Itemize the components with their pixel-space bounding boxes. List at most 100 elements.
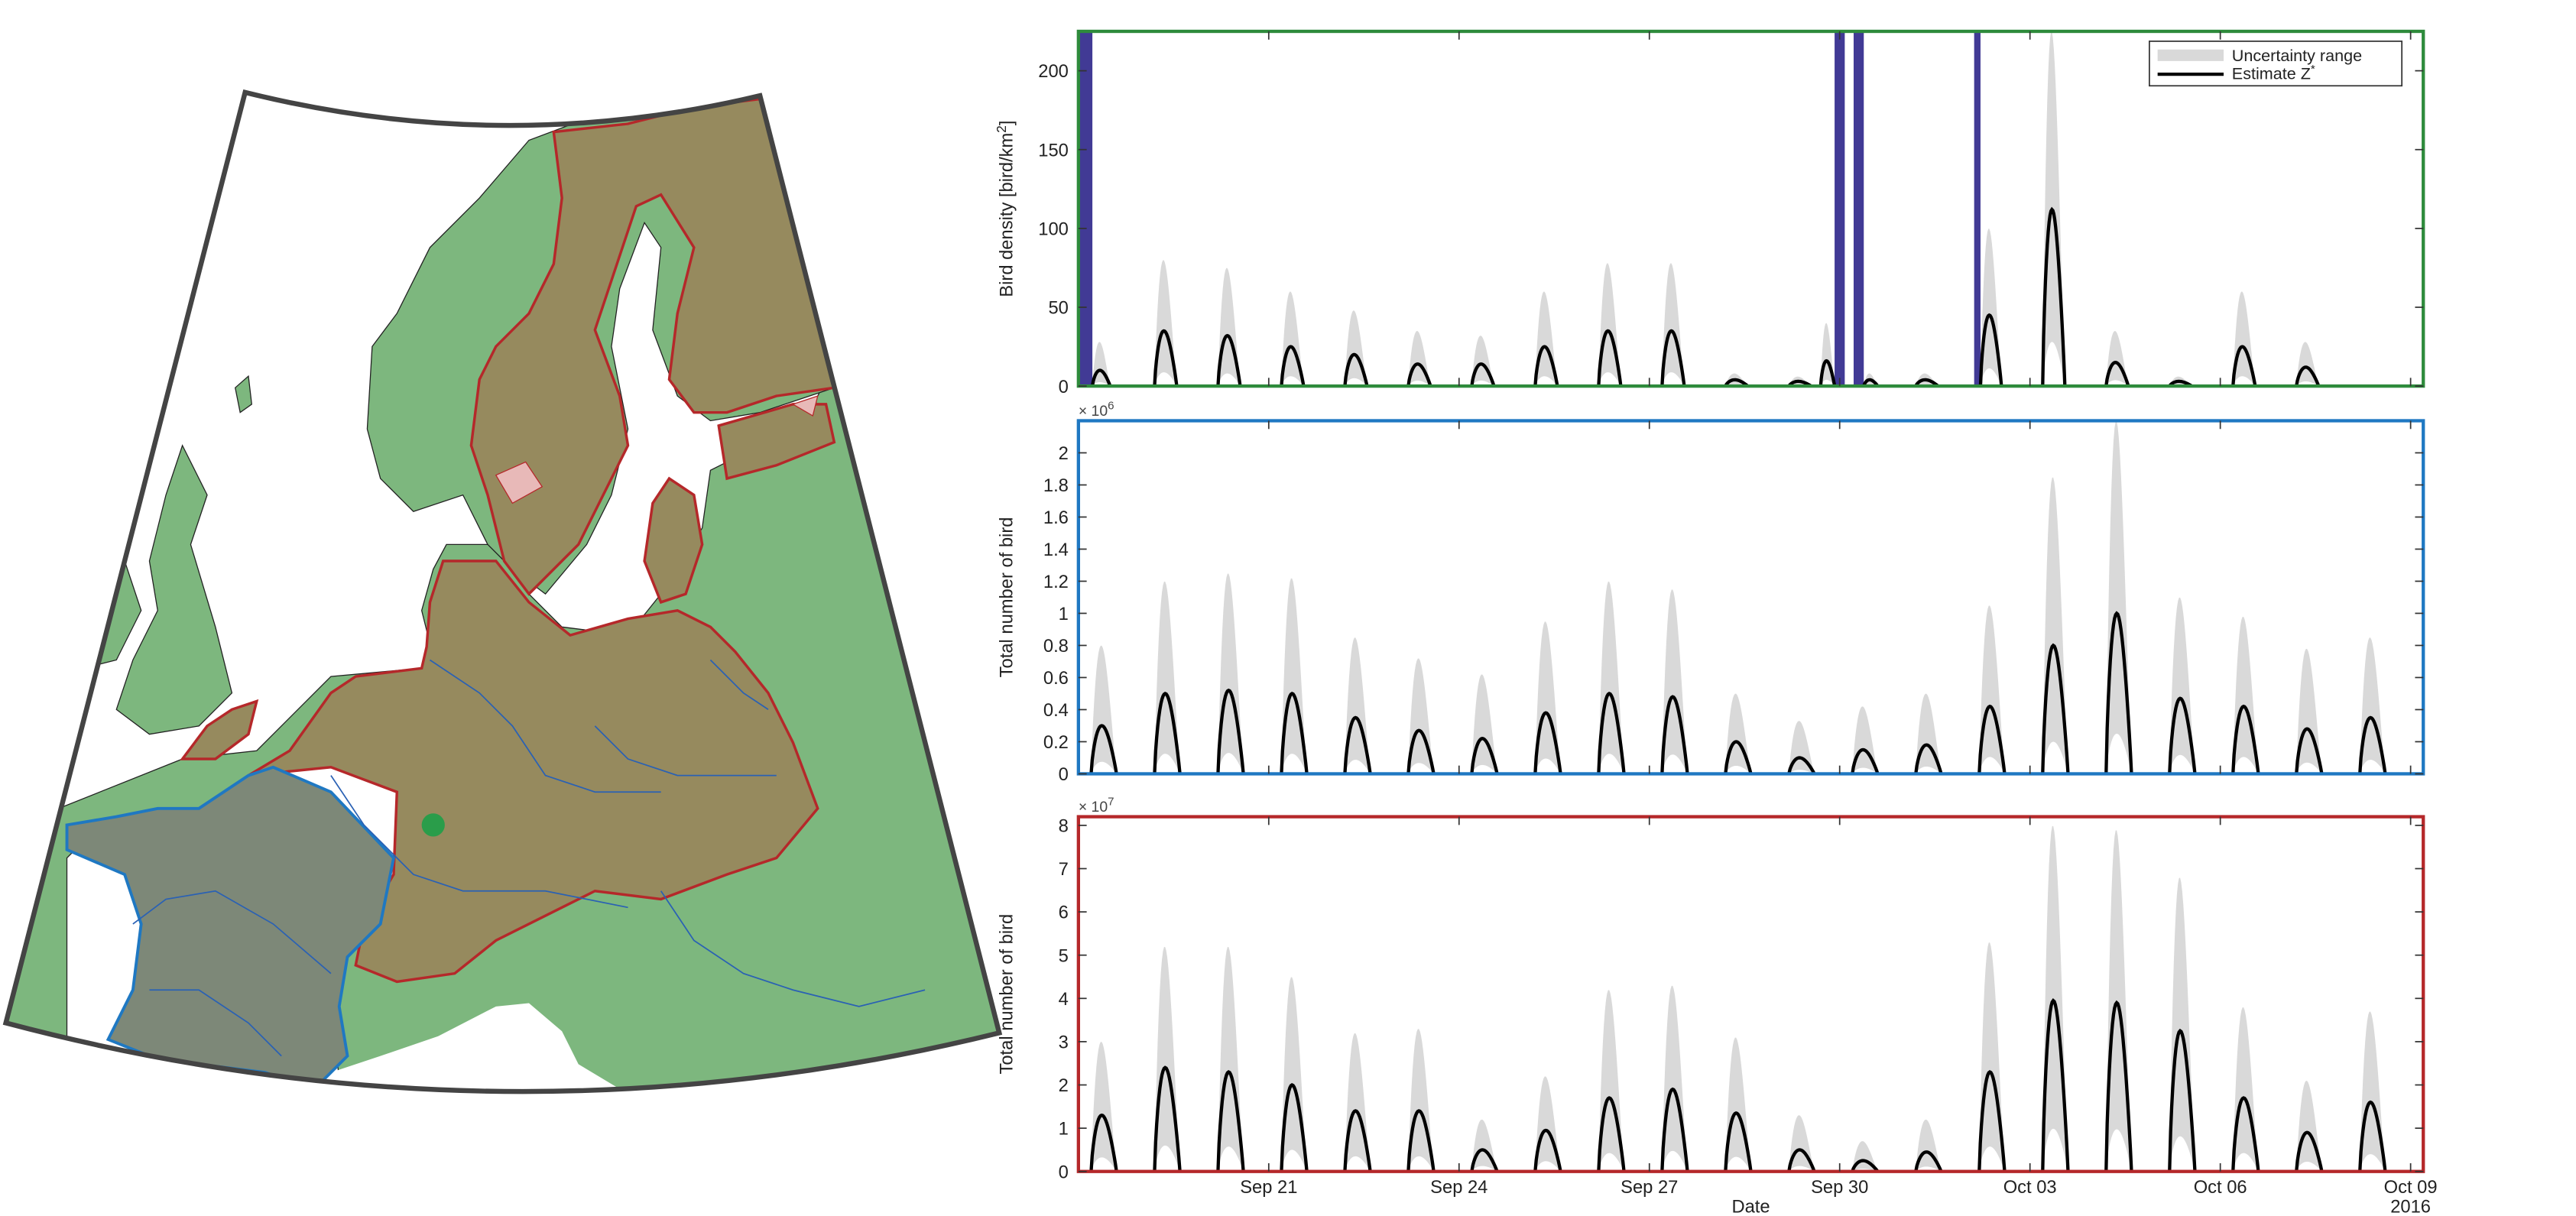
chart-panel-2: 0 0.2 0.4 0.6 0.8 1 1.2 1.4 1.6 1.8 2 × 106 Total nu…: [997, 399, 2425, 785]
estimate-line: [1978, 313, 2003, 387]
land-iceland-islet: [235, 375, 252, 413]
estimate-line: [1724, 378, 1749, 387]
estimate-line: [2358, 1100, 2387, 1172]
estimate-line: [1470, 1148, 1499, 1172]
radar-location-dot: [421, 813, 445, 837]
estimate-line: [1216, 688, 1245, 774]
estimate-line: [1787, 756, 1816, 775]
estimate-line: [1406, 1109, 1436, 1172]
lake-finland: [791, 395, 819, 417]
estimate-line: [1089, 1113, 1118, 1172]
y-tick-label: 100: [1038, 220, 1069, 240]
estimate-line: [1597, 692, 1626, 774]
estimate-line: [1724, 1111, 1753, 1172]
estimate-line: [2168, 696, 2197, 774]
estimate-line: [1660, 1087, 1689, 1172]
y-tick-label: 5: [1059, 946, 1069, 966]
x-year-label: 2016: [2390, 1198, 2431, 1216]
estimate-line: [2104, 1000, 2133, 1172]
missing-data-bar: [1974, 31, 1981, 387]
panel-frame: [1076, 29, 2425, 388]
panel-frame: [1076, 815, 2425, 1173]
y-tick-label: 8: [1059, 817, 1069, 837]
x-axis-label: Date: [1731, 1198, 1770, 1216]
estimate-line: [1090, 368, 1112, 387]
y-tick-label: 0.6: [1043, 669, 1069, 689]
estimate-line: [1914, 1150, 1943, 1172]
study-domain-baltic-coast: [643, 476, 704, 605]
y-tick-label: 1: [1059, 1120, 1069, 1140]
estimate-line: [1660, 695, 1689, 774]
y-tick-label: 1.8: [1043, 476, 1069, 496]
estimate-line: [1470, 737, 1499, 774]
study-domain-scandinavia: [469, 97, 836, 596]
x-tick-label: Sep 30: [1811, 1178, 1868, 1198]
estimate-line: [1216, 333, 1242, 387]
land-britain: [115, 444, 233, 735]
y-tick-label: 50: [1048, 299, 1068, 319]
y-tick-label: 7: [1059, 860, 1069, 880]
estimate-line: [1533, 711, 1562, 774]
estimate-line: [2041, 643, 2070, 774]
estimate-line: [1851, 1159, 1880, 1173]
panel-frame: [1076, 419, 2425, 776]
study-domain-uk: [180, 699, 259, 760]
estimate-line: [2295, 365, 2321, 387]
x-tick-label: Oct 03: [2003, 1178, 2057, 1198]
y-axis-label: Total number of bird: [997, 914, 1017, 1075]
estimate-line: [1818, 358, 1837, 387]
y-tick-label: 150: [1038, 141, 1069, 161]
estimate-line: [1153, 692, 1182, 774]
x-tick-label: Sep 24: [1430, 1178, 1488, 1198]
estimate-line: [2231, 345, 2257, 387]
chart-panel-1: 0 50 100 150 200 Bird density [bird/km2] Uncer…: [994, 29, 2425, 397]
y-tick-label: 0: [1059, 1162, 1069, 1182]
estimate-line: [1914, 743, 1943, 775]
estimate-line: [1597, 1096, 1626, 1172]
estimate-line: [1343, 352, 1369, 387]
estimate-line: [1153, 329, 1179, 387]
x-tick-label: Oct 09: [2384, 1178, 2438, 1198]
estimate-line: [1280, 1083, 1309, 1172]
y-tick-label: 1.6: [1043, 508, 1069, 528]
estimate-line: [1862, 378, 1880, 387]
estimate-line: [1533, 345, 1559, 387]
legend-swatch-uncertainty: [2157, 49, 2224, 61]
estimate-line: [2168, 379, 2193, 387]
y-axis-label: Bird density [bird/km2]: [994, 120, 1017, 297]
estimate-line: [1343, 715, 1372, 774]
estimate-line: [1406, 362, 1432, 387]
estimate-line: [2168, 1028, 2197, 1172]
estimate-line: [2231, 704, 2260, 774]
x-tick-label: Sep 21: [1240, 1178, 1297, 1198]
map-panel: [2, 89, 1003, 1094]
estimate-line: [1851, 747, 1880, 775]
estimate-line: [2041, 206, 2067, 387]
y-exponent-label: × 106: [1079, 399, 1114, 420]
y-tick-label: 0.2: [1043, 733, 1069, 753]
missing-data-bar: [1835, 31, 1845, 387]
france-region: [65, 765, 396, 1091]
y-tick-label: 3: [1059, 1033, 1069, 1053]
estimate-line: [2231, 1096, 2260, 1172]
estimate-line: [2295, 1130, 2324, 1172]
y-tick-label: 1.2: [1043, 572, 1069, 592]
estimate-line: [1787, 379, 1812, 387]
estimate-line: [1343, 1109, 1372, 1172]
y-tick-label: 200: [1038, 62, 1069, 82]
estimate-line: [1089, 724, 1118, 774]
estimate-line: [1977, 1069, 2007, 1172]
estimate-line: [1280, 345, 1306, 387]
estimate-line: [1977, 704, 2007, 774]
chart-panel-3: 0 1 2 3 4 5 6 7 8 × 107 Total number of bird Sep 21…: [997, 795, 2437, 1216]
study-domain-central: [248, 559, 819, 984]
y-tick-label: 0.4: [1043, 701, 1069, 721]
estimate-line: [2358, 715, 2387, 774]
estimate-line: [1470, 362, 1496, 387]
y-tick-label: 6: [1059, 903, 1069, 923]
estimate-line: [2295, 727, 2324, 774]
map-frame: [2, 89, 1003, 1094]
y-tick-label: 2: [1059, 1076, 1069, 1096]
